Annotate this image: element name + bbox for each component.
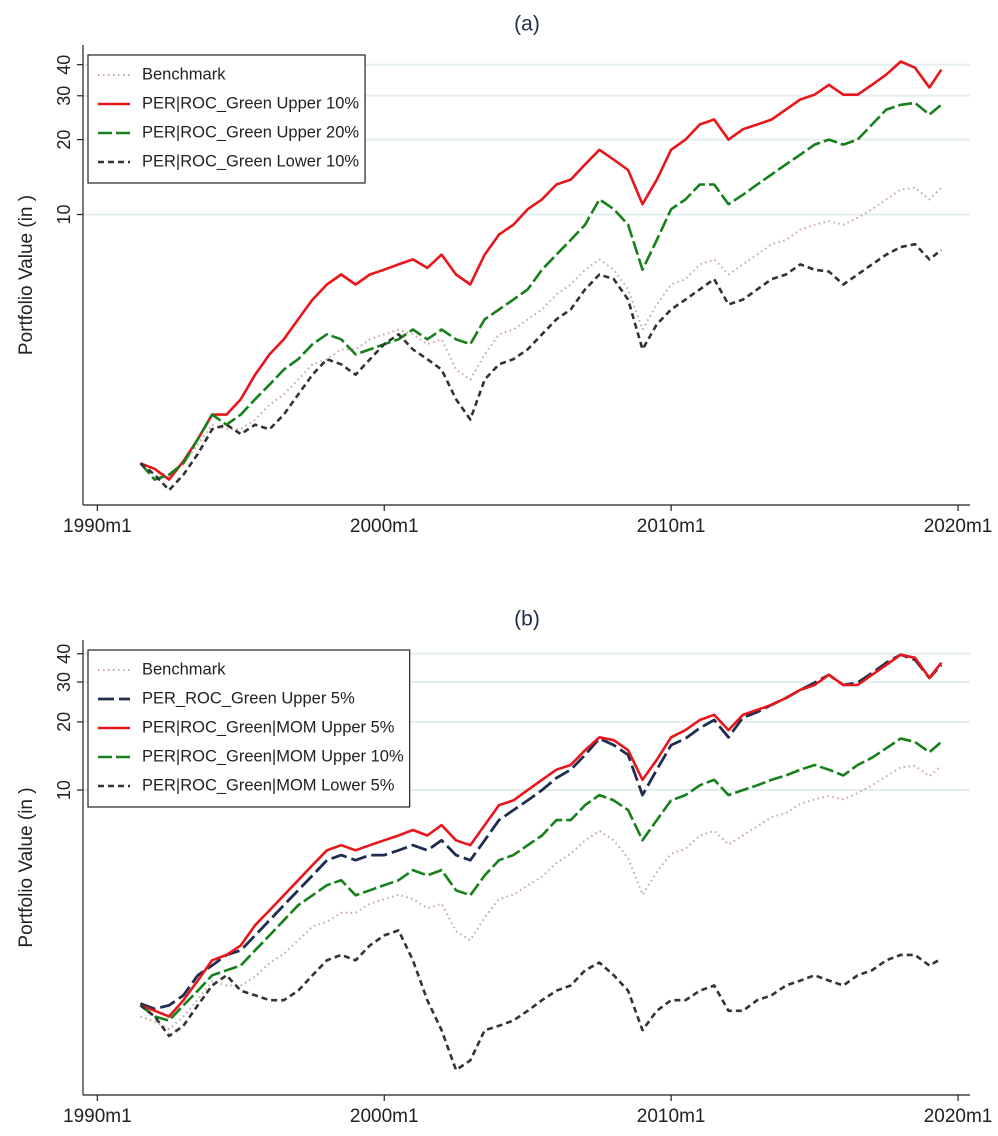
y-tick-label: 20 bbox=[54, 712, 74, 732]
y-tick-label: 20 bbox=[54, 130, 74, 150]
y-tick-label: 40 bbox=[54, 644, 74, 664]
legend-label: Benchmark bbox=[142, 65, 226, 83]
legend-box bbox=[87, 649, 411, 808]
series-line bbox=[139, 242, 943, 492]
legend-label: PER|ROC_Green Lower 10% bbox=[142, 152, 359, 170]
series-line bbox=[139, 653, 943, 1018]
x-tick-label: 2020m1 bbox=[924, 1106, 993, 1127]
x-tick-label: 2010m1 bbox=[637, 516, 706, 537]
x-tick-label: 1990m1 bbox=[63, 1106, 132, 1127]
legend-box bbox=[87, 54, 366, 184]
chart-title: (a) bbox=[514, 13, 540, 36]
y-tick-label: 10 bbox=[54, 204, 74, 224]
y-tick-label: 30 bbox=[54, 672, 74, 692]
y-tick-label: 40 bbox=[54, 55, 74, 75]
x-tick-label: 2000m1 bbox=[350, 1106, 419, 1127]
series-line bbox=[140, 764, 942, 1031]
legend-label: PER|ROC_Green|MOM Upper 5% bbox=[142, 718, 395, 736]
chart-title: (b) bbox=[514, 608, 540, 631]
legend-label: Benchmark bbox=[142, 660, 226, 678]
series-line bbox=[140, 186, 942, 479]
series-line bbox=[139, 737, 943, 1022]
panel: (b) Portfolio Value (in ) 10 20 30 40 1990m1 20… bbox=[16, 608, 992, 1127]
legend-label: PER_ROC_Green Upper 5% bbox=[142, 689, 355, 707]
series-line bbox=[139, 60, 943, 481]
x-tick-label: 1990m1 bbox=[63, 516, 132, 537]
x-tick-label: 2020m1 bbox=[924, 516, 993, 537]
y-axis-label: Portfolio Value (in ) bbox=[16, 195, 37, 355]
y-tick-label: 30 bbox=[54, 86, 74, 106]
x-tick-label: 2000m1 bbox=[350, 516, 419, 537]
x-tick-label: 2010m1 bbox=[637, 1106, 706, 1127]
series-line bbox=[139, 101, 943, 481]
legend-label: PER|ROC_Green Upper 10% bbox=[142, 94, 359, 112]
y-axis-label: Portfolio Value (in ) bbox=[16, 787, 37, 947]
series-line bbox=[139, 653, 943, 1011]
legend-label: PER|ROC_Green|MOM Upper 10% bbox=[142, 747, 404, 765]
legend-label: PER|ROC_Green Upper 20% bbox=[142, 123, 359, 141]
legend-label: PER|ROC_Green|MOM Lower 5% bbox=[142, 776, 395, 794]
y-tick-label: 10 bbox=[54, 780, 74, 800]
series-line bbox=[139, 929, 942, 1072]
panel: (a) Portfolio Value (in ) 10 20 30 40 1990m1 20… bbox=[16, 13, 992, 537]
